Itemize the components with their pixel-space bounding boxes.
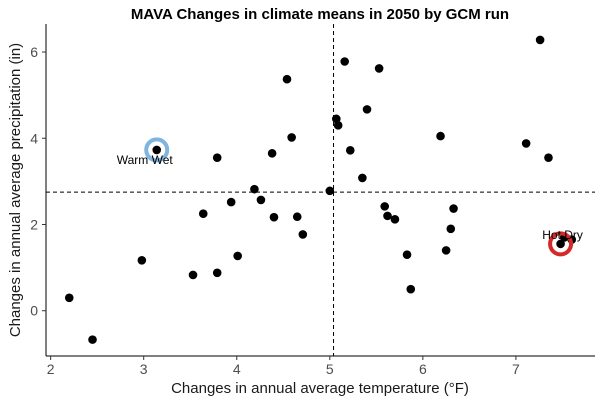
axes xyxy=(45,24,595,357)
data-point xyxy=(250,184,259,194)
y-tick-label: 0 xyxy=(30,303,38,319)
data-point xyxy=(198,209,208,219)
x-tick-label: 2 xyxy=(47,361,55,377)
data-points xyxy=(64,35,577,344)
data-point xyxy=(406,284,416,294)
data-point xyxy=(292,212,302,222)
x-tick-label: 7 xyxy=(512,361,520,377)
data-point xyxy=(374,64,384,73)
y-tick-label: 2 xyxy=(30,216,38,232)
data-point xyxy=(556,239,565,249)
y-tick-label: 6 xyxy=(30,44,38,60)
y-axis-label: Changes in annual average precipitation … xyxy=(7,43,24,337)
data-point xyxy=(345,146,355,155)
chart-title: MAVA Changes in climate means in 2050 by… xyxy=(131,6,509,23)
data-point xyxy=(269,212,279,222)
data-point xyxy=(226,197,236,207)
data-point xyxy=(521,139,531,148)
data-point xyxy=(332,114,341,124)
data-point xyxy=(152,145,162,155)
data-point xyxy=(358,173,367,183)
data-point xyxy=(212,153,222,162)
data-point xyxy=(390,215,400,224)
data-point xyxy=(449,204,458,213)
highlight-annotations: Warm Wet Hot Dry xyxy=(117,137,583,257)
x-tick-label: 6 xyxy=(419,361,427,377)
data-point xyxy=(287,133,296,142)
reference-lines xyxy=(46,24,595,356)
data-point xyxy=(402,250,412,259)
x-tick-label: 5 xyxy=(326,361,334,377)
data-point xyxy=(325,186,335,196)
axis-ticks: 2 3 4 5 6 7 0 2 4 6 xyxy=(30,44,520,377)
annotation-label: Hot Dry xyxy=(542,228,583,242)
data-point xyxy=(340,57,349,66)
x-axis-label: Changes in annual average temperature (°… xyxy=(171,380,469,397)
highlight-ring xyxy=(548,231,574,257)
highlight-ring xyxy=(144,137,170,163)
data-point xyxy=(535,35,545,45)
data-point xyxy=(441,246,451,255)
data-point xyxy=(298,230,308,239)
data-point xyxy=(267,149,277,158)
data-point xyxy=(212,268,222,278)
data-point xyxy=(436,131,445,141)
x-tick-label: 3 xyxy=(140,361,148,377)
data-point xyxy=(333,121,343,130)
y-tick-label: 4 xyxy=(30,130,38,146)
data-point xyxy=(380,202,390,211)
data-point xyxy=(137,255,147,265)
data-point xyxy=(282,74,292,84)
data-point xyxy=(544,153,553,162)
data-point xyxy=(188,270,198,280)
data-point xyxy=(446,224,456,234)
data-point xyxy=(88,335,97,344)
data-point xyxy=(64,293,74,303)
x-tick-label: 4 xyxy=(233,361,241,377)
data-point xyxy=(362,105,372,114)
data-point xyxy=(383,211,392,221)
annotation-label: Warm Wet xyxy=(117,153,174,167)
data-point xyxy=(256,195,266,205)
data-point xyxy=(233,251,242,261)
